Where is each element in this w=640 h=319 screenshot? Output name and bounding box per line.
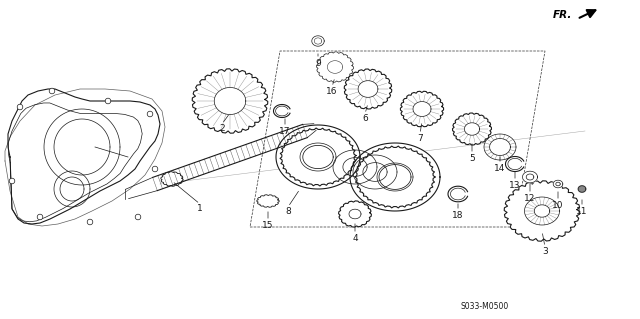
Circle shape <box>87 219 93 225</box>
Polygon shape <box>257 195 279 207</box>
Text: 15: 15 <box>262 221 274 230</box>
Polygon shape <box>276 125 360 189</box>
Polygon shape <box>344 69 392 109</box>
Polygon shape <box>317 52 353 82</box>
Polygon shape <box>192 69 268 133</box>
Text: 3: 3 <box>542 247 548 256</box>
Text: 11: 11 <box>576 207 588 216</box>
Text: 5: 5 <box>469 154 475 163</box>
Text: 16: 16 <box>326 87 338 96</box>
Polygon shape <box>333 150 377 184</box>
Text: 7: 7 <box>417 134 423 143</box>
Polygon shape <box>484 134 516 160</box>
Polygon shape <box>522 171 538 183</box>
Text: 2: 2 <box>219 124 225 133</box>
Circle shape <box>135 214 141 220</box>
Circle shape <box>9 178 15 184</box>
Polygon shape <box>578 186 586 192</box>
Polygon shape <box>8 89 160 224</box>
Polygon shape <box>161 172 183 186</box>
Circle shape <box>152 166 158 172</box>
Text: 6: 6 <box>362 114 368 123</box>
Circle shape <box>37 214 43 220</box>
Polygon shape <box>350 143 440 211</box>
Polygon shape <box>353 155 397 189</box>
Text: 1: 1 <box>197 204 203 213</box>
Polygon shape <box>452 113 492 145</box>
Circle shape <box>17 104 23 110</box>
Circle shape <box>147 111 153 117</box>
Polygon shape <box>339 201 371 227</box>
Text: 18: 18 <box>452 211 464 220</box>
Polygon shape <box>553 180 563 188</box>
Text: FR.: FR. <box>552 10 572 20</box>
Polygon shape <box>312 36 324 46</box>
Text: 14: 14 <box>494 164 506 173</box>
Text: 8: 8 <box>285 207 291 216</box>
Polygon shape <box>401 91 444 127</box>
Text: 12: 12 <box>524 194 536 203</box>
Text: 17: 17 <box>279 127 291 136</box>
Text: S033-M0500: S033-M0500 <box>461 302 509 311</box>
Polygon shape <box>504 181 580 241</box>
Text: 13: 13 <box>509 181 521 190</box>
Circle shape <box>105 98 111 104</box>
Circle shape <box>49 88 55 94</box>
Text: 9: 9 <box>315 59 321 68</box>
Text: 4: 4 <box>352 234 358 243</box>
Text: 10: 10 <box>552 201 564 210</box>
